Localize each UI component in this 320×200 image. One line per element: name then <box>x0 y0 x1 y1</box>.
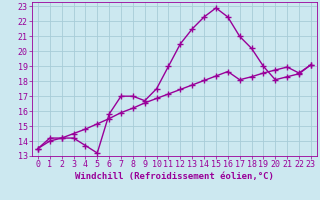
X-axis label: Windchill (Refroidissement éolien,°C): Windchill (Refroidissement éolien,°C) <box>75 172 274 181</box>
